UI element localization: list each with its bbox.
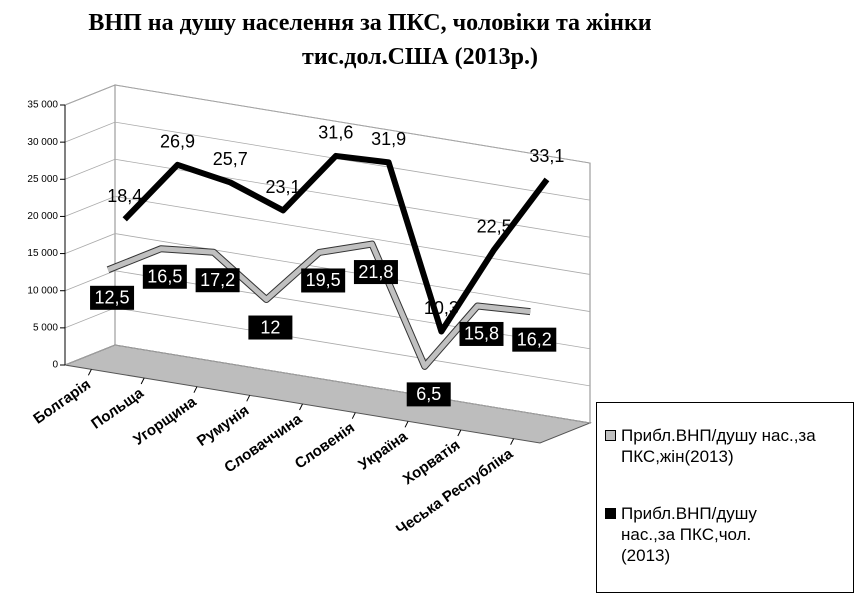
x-tick-label: Болгарія: [30, 376, 94, 428]
data-label: 26,9: [160, 132, 195, 152]
x-tick-label: Чеська Республіка: [393, 445, 517, 539]
x-tick: [404, 421, 409, 428]
data-label: 12: [260, 317, 280, 337]
grid-line: [64, 121, 591, 201]
legend-swatch: [605, 508, 616, 519]
legend-label: Прибл.ВНП/душу нас.,за ПКС,жін(2013): [621, 426, 816, 466]
label-box: [142, 264, 187, 289]
x-tick-label: Хорватія: [400, 437, 464, 489]
data-label: 21,8: [358, 262, 393, 282]
x-tick: [193, 386, 198, 393]
chart-title: ВНП на душу населення за ПКС, чоловіки т…: [88, 10, 651, 70]
legend-swatch: [605, 430, 616, 441]
data-label: 31,6: [318, 123, 353, 143]
x-tick-label: Україна: [355, 428, 411, 474]
legend-entry: Прибл.ВНП/душу нас.,за ПКС,жін(2013): [603, 425, 848, 467]
x-tick: [351, 412, 356, 419]
series-line: [122, 152, 550, 335]
x-tick: [299, 403, 303, 411]
label-box: [90, 285, 135, 310]
data-label: 10,3: [424, 298, 459, 318]
grid-line: [64, 233, 591, 312]
x-tick: [457, 429, 462, 437]
data-label: 25,7: [213, 149, 248, 169]
data-label: 22,5: [477, 216, 512, 236]
label-box: [195, 268, 240, 293]
data-label: 23,1: [266, 177, 301, 197]
x-tick: [87, 369, 92, 376]
side-wall: [64, 84, 116, 366]
label-box: [512, 327, 557, 352]
legend: Прибл.ВНП/душу нас.,за ПКС,жін(2013) Приб…: [596, 402, 854, 593]
y-tick-label: 35 000: [27, 100, 58, 111]
y-tick-label: 20 000: [27, 211, 58, 222]
y-tick-label: 15 000: [27, 248, 58, 259]
y-tick-label: 30 000: [27, 137, 58, 148]
y-tick-label: 0: [52, 360, 58, 371]
x-tick: [140, 377, 145, 385]
grid-line: [64, 196, 591, 275]
y-tick-label: 10 000: [27, 285, 58, 296]
data-label: 17,2: [200, 270, 235, 290]
data-label: 16,2: [517, 329, 552, 349]
label-box: [248, 315, 293, 340]
data-label: 18,4: [107, 186, 142, 206]
data-label: 12,5: [95, 288, 130, 308]
y-tick-label: 25 000: [27, 174, 58, 185]
data-label: 16,5: [147, 267, 182, 287]
x-tick-label: Словенія: [292, 419, 358, 472]
x-tick: [510, 438, 515, 445]
y-tick-label: 5 000: [33, 322, 58, 333]
data-label: 6,5: [416, 384, 441, 404]
grid-line: [64, 84, 591, 164]
grid-line: [64, 158, 591, 238]
label-box: [459, 321, 504, 346]
data-label: 19,5: [306, 270, 341, 290]
x-tick-label: Польща: [88, 384, 147, 432]
x-tick-label: Румунія: [194, 402, 252, 450]
data-label: 33,1: [529, 146, 564, 166]
label-box: [301, 268, 346, 293]
label-box: [406, 382, 451, 407]
legend-label: Прибл.ВНП/душу нас.,за ПКС,чол.(2013): [621, 504, 757, 565]
legend-entry: Прибл.ВНП/душу нас.,за ПКС,чол.(2013): [603, 503, 848, 566]
label-box: [353, 260, 398, 285]
x-tick: [246, 395, 251, 402]
data-label: 15,8: [464, 324, 499, 344]
data-label: 31,9: [371, 129, 406, 149]
